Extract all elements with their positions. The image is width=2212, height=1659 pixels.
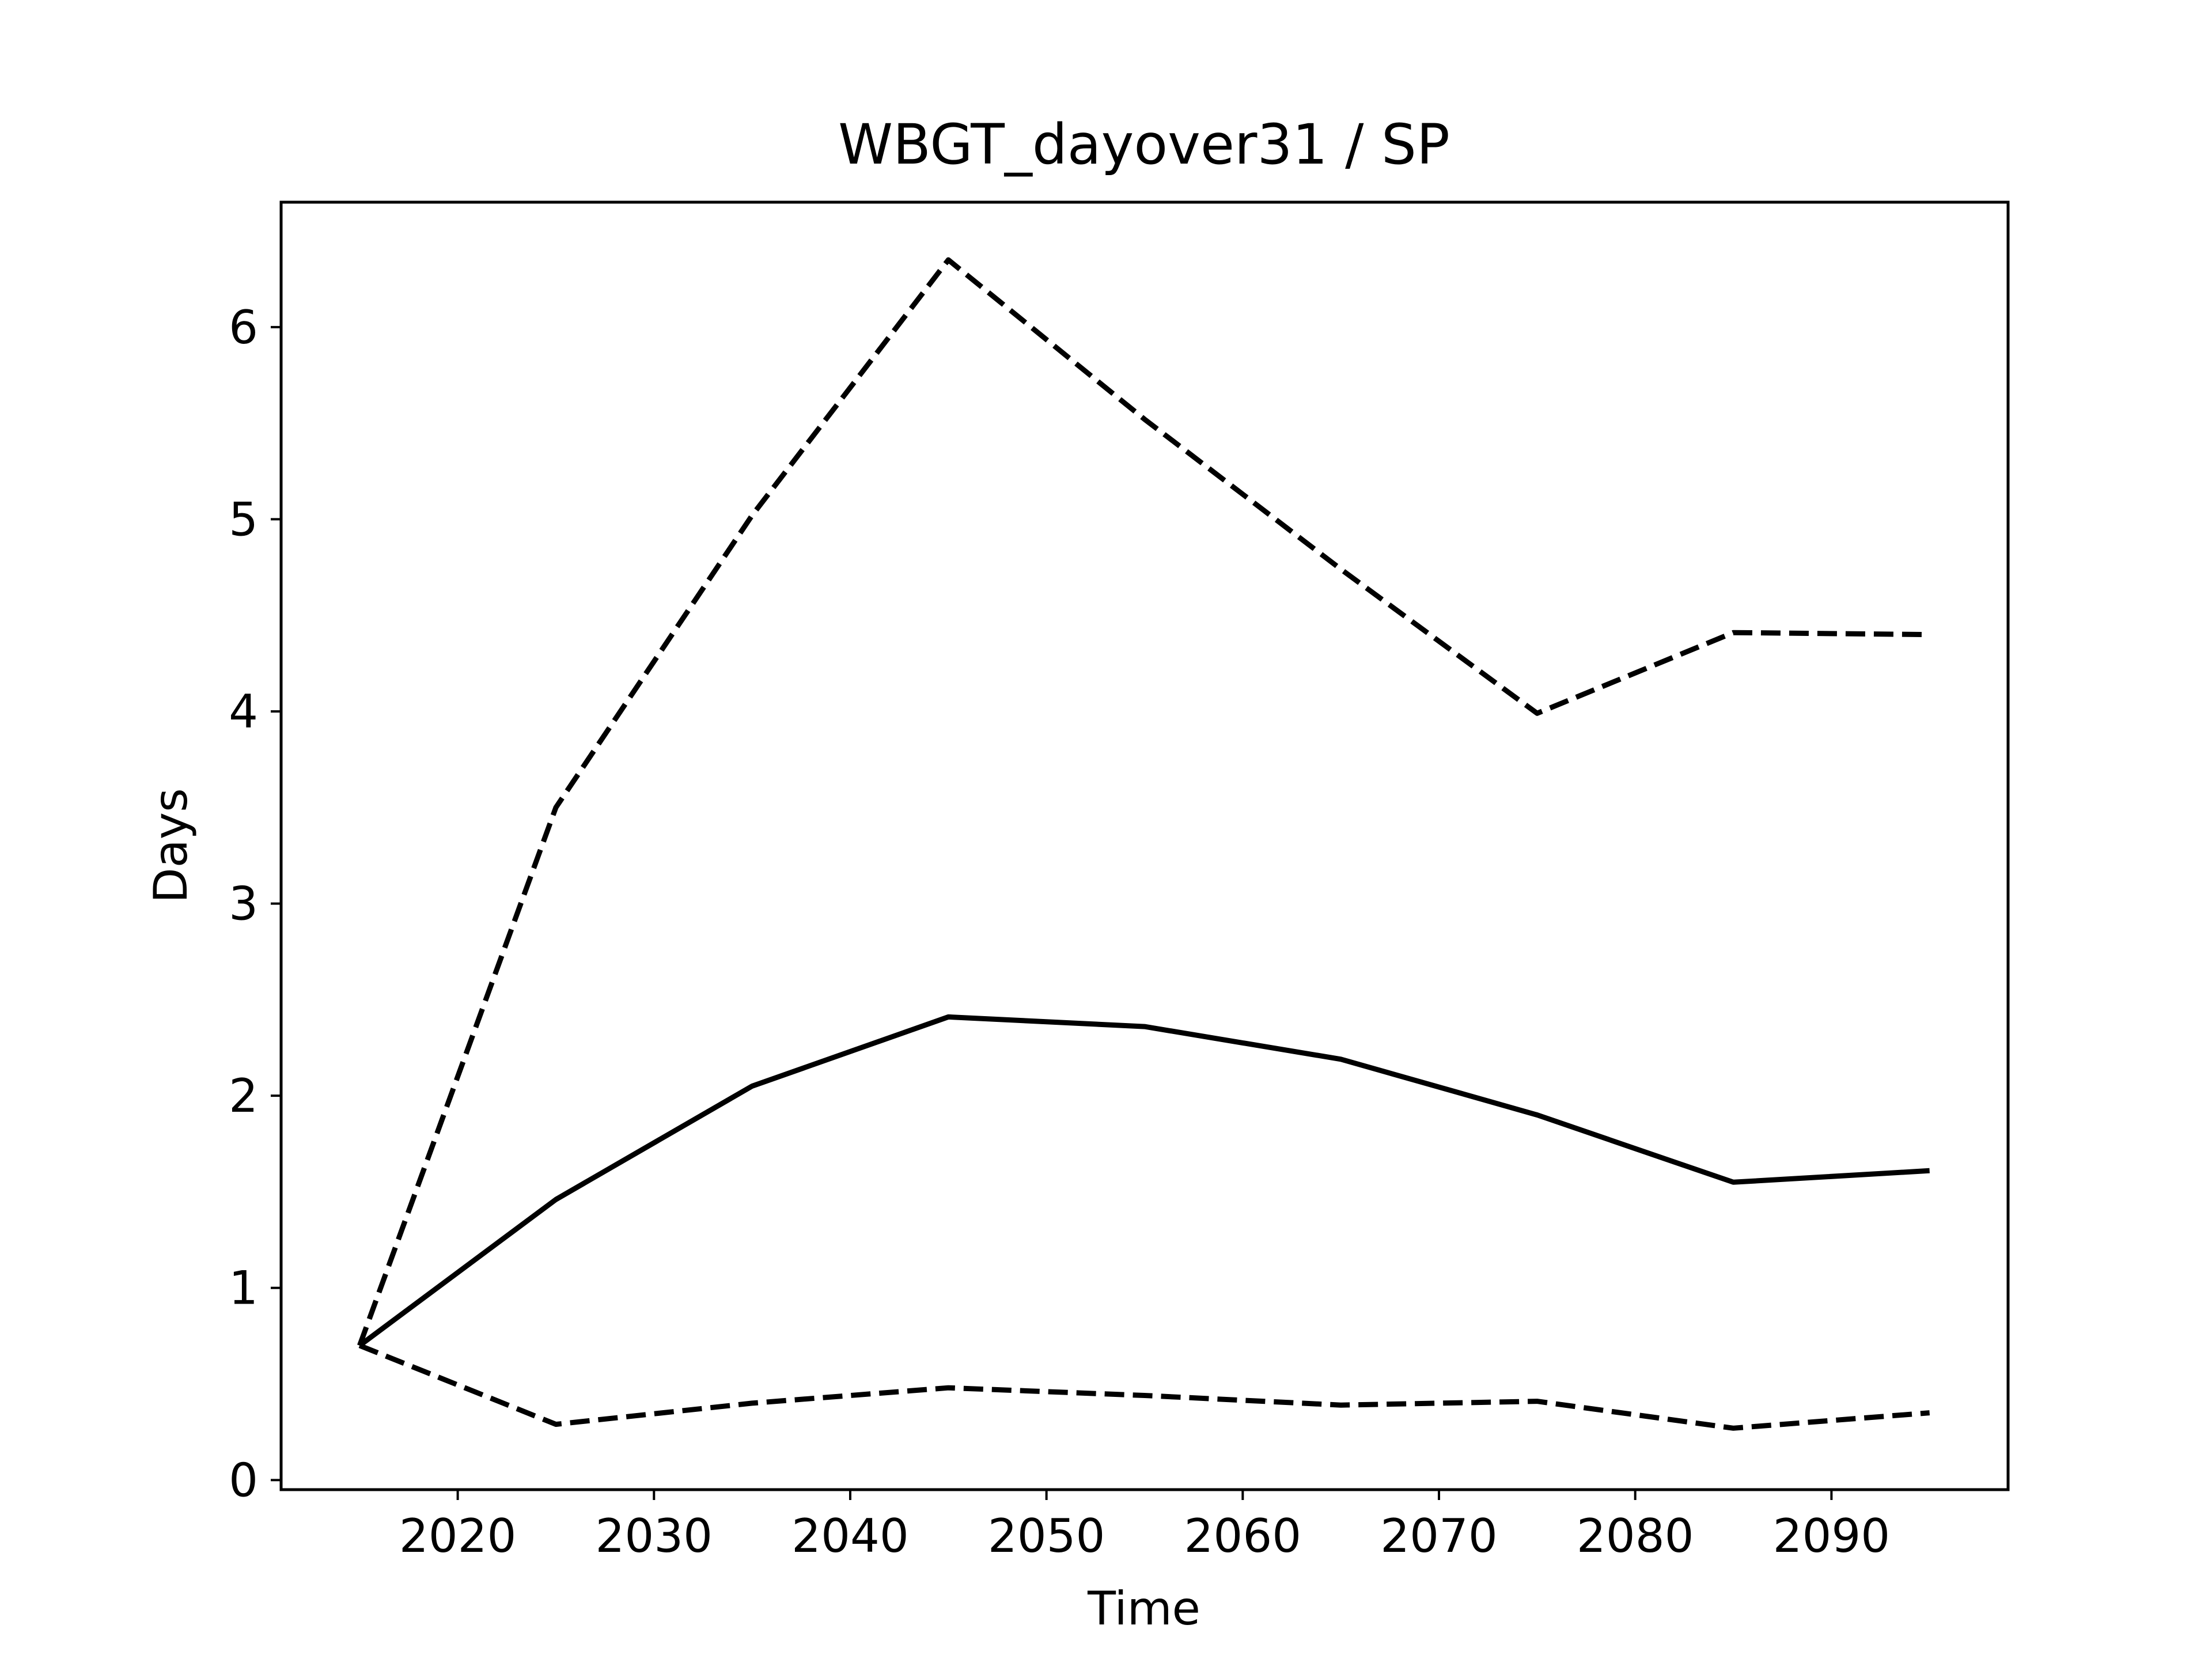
x-tick-label: 2040 [791, 1509, 909, 1563]
x-axis-label: Time [1087, 1582, 1200, 1635]
y-tick-label: 2 [229, 1069, 258, 1123]
x-tick-label: 2090 [1773, 1509, 1891, 1563]
y-tick-label: 4 [229, 685, 258, 738]
series-group [357, 257, 1930, 1431]
series-line-upper-bound-line [357, 257, 1930, 1347]
x-tick-label: 2030 [595, 1509, 713, 1563]
y-tick-label: 3 [229, 877, 258, 931]
x-axis: 2020 2030 2040 2050 2060 2070 2080 2090 [399, 1490, 1890, 1563]
chart-title: WBGT_dayover31 / SP [838, 112, 1450, 177]
y-tick-label: 0 [229, 1453, 258, 1507]
series-line-median-line [358, 1014, 1930, 1348]
series-line-lower-bound-line [358, 1343, 1930, 1431]
y-axis-label: Days [144, 788, 198, 903]
y-tick-label: 5 [229, 493, 258, 546]
y-axis: 0 1 2 3 4 5 6 [229, 301, 281, 1507]
x-tick-label: 2070 [1380, 1509, 1498, 1563]
x-tick-label: 2080 [1577, 1509, 1694, 1563]
plot-frame [279, 200, 2010, 1491]
x-tick-label: 2050 [988, 1509, 1105, 1563]
y-tick-label: 6 [229, 301, 258, 354]
x-tick-label: 2060 [1184, 1509, 1302, 1563]
y-tick-label: 1 [229, 1262, 258, 1315]
x-tick-label: 2020 [399, 1509, 517, 1563]
